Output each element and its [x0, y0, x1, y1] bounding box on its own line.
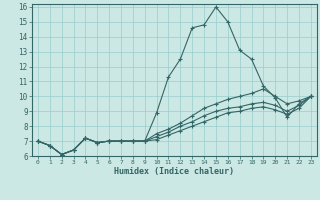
X-axis label: Humidex (Indice chaleur): Humidex (Indice chaleur)	[115, 167, 234, 176]
